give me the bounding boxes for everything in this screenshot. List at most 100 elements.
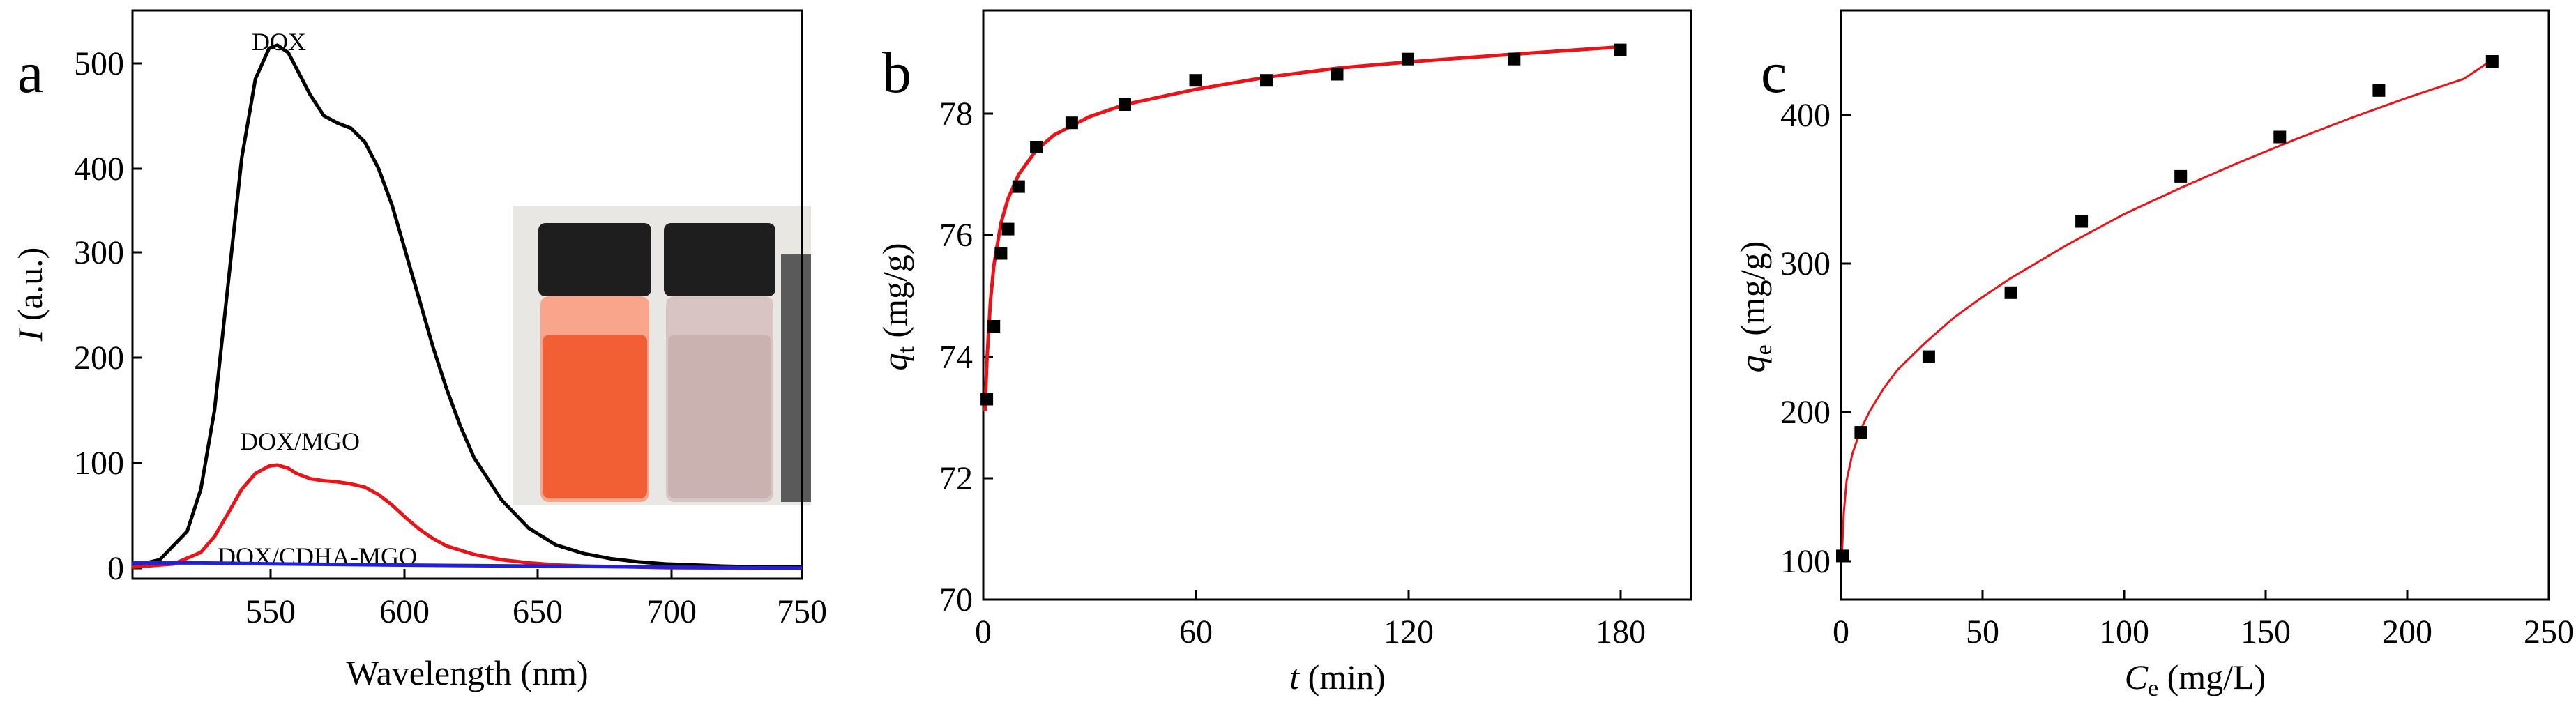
- x-tick-label: 550: [245, 593, 296, 630]
- y-tick: 400: [1780, 97, 1851, 134]
- panel-a-xticks: 550 600 650 700 750: [245, 569, 827, 630]
- panel-b-y-axis-subscript: t: [893, 346, 919, 353]
- x-tick: 750: [777, 569, 827, 630]
- panel-a-inset-photo: [513, 206, 811, 505]
- panel-b-frame: [982, 9, 1692, 601]
- inset-vial-right-liquid: [668, 335, 771, 498]
- panel-b-letter: b: [882, 40, 911, 105]
- panel-c-y-axis-title: qe (mg/g): [1733, 241, 1777, 373]
- panel-c-letter: c: [1761, 40, 1787, 105]
- data-point: [980, 393, 994, 406]
- y-tick: 0: [107, 550, 142, 587]
- series-line-dox: [132, 43, 802, 569]
- y-tick: 74: [939, 339, 993, 376]
- panel-a-y-axis-symbol: I: [10, 328, 50, 342]
- inset-vial-left-liquid: [543, 335, 647, 498]
- y-tick-label: 400: [74, 151, 124, 188]
- x-tick-label: 650: [513, 593, 563, 630]
- x-tick-label: 50: [1966, 614, 1999, 650]
- x-tick-label: 200: [2382, 614, 2432, 650]
- inset-magnet: [781, 254, 811, 502]
- data-point: [1854, 426, 1867, 439]
- series-label-dox-mgo: DOX/MGO: [240, 427, 360, 455]
- panel-b-plot-area: [980, 43, 1627, 411]
- x-tick-label: 100: [2099, 614, 2149, 650]
- panel-a-y-axis-unit: (a.u.): [10, 247, 50, 330]
- panel-c-x-axis-unit: (mg/L): [2158, 657, 2266, 696]
- y-tick: 76: [939, 217, 993, 254]
- y-tick: 100: [1780, 543, 1851, 580]
- fit-curve: [1840, 59, 2493, 556]
- x-tick-label: 0: [975, 614, 992, 650]
- y-tick-label: 100: [1780, 543, 1831, 580]
- x-tick-label: 250: [2524, 614, 2574, 650]
- panel-c-x-axis-subscript: e: [2148, 676, 2158, 701]
- panel-a-frame: [131, 9, 803, 580]
- x-tick: 600: [379, 569, 430, 630]
- panel-c-x-axis-symbol: C: [2125, 657, 2149, 696]
- inset-vial-left-cap: [538, 223, 651, 296]
- data-point: [1402, 52, 1414, 66]
- panel-b-y-axis-symbol: q: [875, 353, 914, 371]
- data-point: [1119, 98, 1131, 111]
- x-tick: 550: [245, 569, 296, 630]
- y-tick-label: 76: [939, 217, 973, 254]
- data-point: [1260, 74, 1273, 87]
- data-point: [1508, 52, 1521, 66]
- x-tick-label: 60: [1179, 614, 1213, 650]
- x-tick: 0: [1833, 590, 1849, 650]
- x-tick: 650: [513, 569, 563, 630]
- x-tick: 180: [1596, 590, 1646, 650]
- data-point: [1065, 116, 1078, 130]
- x-tick: 200: [2382, 590, 2432, 650]
- panel-a-x-axis-title: Wavelength (nm): [346, 653, 588, 692]
- panel-c-xticks: 0 50 100 150 200 250: [1833, 590, 2574, 650]
- y-tick-label: 300: [1780, 245, 1831, 282]
- panel-c-y-axis-symbol: q: [1733, 355, 1772, 372]
- data-point: [2174, 169, 2188, 183]
- data-point: [987, 320, 1001, 333]
- x-tick-label: 750: [777, 593, 827, 630]
- x-tick: 60: [1179, 590, 1213, 650]
- inset-vial-right-cap: [664, 223, 775, 296]
- y-tick-label: 100: [74, 445, 124, 482]
- panel-a: a 550 600 650 700 750 0 100 200 300 400 …: [10, 9, 827, 692]
- series-line-dox-cdha-mgo: [132, 561, 803, 570]
- x-tick-label: 150: [2241, 614, 2291, 650]
- x-tick-label: 0: [1833, 614, 1849, 650]
- data-point: [2075, 215, 2089, 228]
- y-tick: 70: [939, 581, 993, 618]
- panel-c-yticks: 100 200 300 400: [1780, 97, 1851, 580]
- x-tick: 50: [1966, 590, 1999, 650]
- y-tick: 100: [74, 445, 142, 482]
- data-point: [2004, 286, 2017, 299]
- panel-a-letter: a: [17, 40, 43, 105]
- panel-b-x-axis-unit: (min): [1299, 657, 1386, 696]
- y-tick-label: 200: [74, 340, 124, 376]
- x-tick: 0: [975, 590, 992, 650]
- panel-c-y-axis-unit: (mg/g): [1733, 241, 1772, 345]
- x-tick-label: 180: [1596, 614, 1646, 650]
- x-tick: 700: [646, 569, 697, 630]
- y-tick-label: 0: [107, 550, 124, 587]
- data-point: [994, 247, 1008, 260]
- y-tick: 300: [1780, 245, 1851, 282]
- x-tick: 250: [2524, 590, 2574, 650]
- data-point: [1012, 180, 1025, 193]
- panel-b-xticks: 0 60 120 180: [975, 590, 1646, 650]
- y-tick-label: 200: [1780, 394, 1831, 431]
- x-tick-label: 600: [379, 593, 430, 630]
- y-tick-label: 300: [74, 234, 124, 271]
- data-point: [2273, 130, 2287, 144]
- panel-b-y-axis-title: qt (mg/g): [875, 243, 919, 370]
- panel-c-plot-area: [1836, 55, 2499, 563]
- x-tick: 120: [1384, 590, 1434, 650]
- data-point: [1614, 43, 1627, 56]
- y-tick: 400: [74, 151, 142, 188]
- data-point: [1189, 74, 1202, 87]
- y-tick-label: 400: [1780, 97, 1831, 134]
- y-tick: 500: [74, 45, 142, 82]
- y-tick: 300: [74, 234, 142, 271]
- data-point: [1331, 68, 1344, 81]
- panel-a-plot-area: [132, 43, 803, 570]
